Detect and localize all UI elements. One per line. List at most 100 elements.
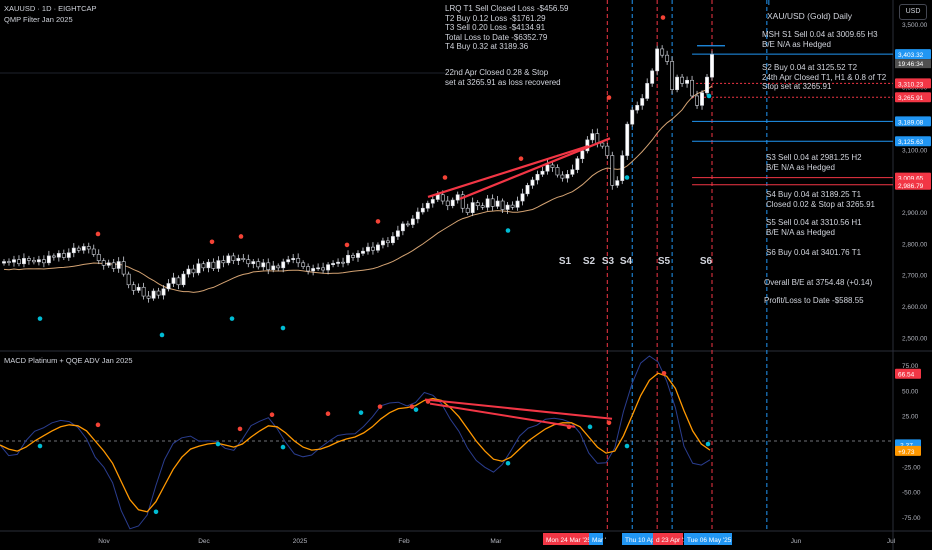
price-tick-label: 2,500.00	[902, 335, 928, 342]
macd-sell-dot	[237, 426, 243, 432]
note-line: LRQ T1 Sell Closed Loss -$456.59	[445, 4, 569, 13]
candle-body	[286, 259, 291, 263]
candle-body	[535, 174, 540, 181]
currency-button[interactable]: USD	[899, 4, 927, 20]
price-label-text: 3,265.91	[898, 95, 924, 102]
note-line: T2 Buy 0.12 Loss -$1761.29	[445, 13, 546, 23]
macd-buy-dot	[624, 443, 630, 449]
price-tick-label: 2,900.00	[902, 210, 928, 217]
note-s1: MSH S1 Sell 0.04 at 3009.65 H3 B/E N/A a…	[762, 30, 878, 49]
candle-body	[530, 179, 535, 186]
candle-body	[2, 261, 6, 264]
date-label-text: Mar '	[592, 537, 606, 544]
candle-body	[41, 259, 46, 264]
candle-body	[316, 267, 321, 270]
candle-body	[7, 261, 11, 263]
candle-body	[17, 259, 21, 265]
note-line: Profit/Loss to Date -$588.55	[764, 296, 864, 305]
price-tick-label: 2,600.00	[902, 304, 928, 311]
signal-label: S2	[583, 256, 596, 267]
candle-body	[81, 246, 86, 251]
candle-body	[485, 198, 490, 208]
candle-body	[246, 259, 251, 265]
time-tick-label: Dec	[198, 538, 210, 545]
candle-body	[231, 255, 236, 261]
candle-body	[385, 240, 390, 244]
macd-sell-dot	[95, 422, 101, 428]
candle-body	[425, 202, 430, 209]
buy-signal-dot	[280, 325, 286, 331]
date-label-box	[589, 533, 603, 545]
candle-body	[430, 199, 435, 204]
candle-body	[186, 268, 191, 275]
date-label-box	[622, 533, 654, 545]
candle-body	[455, 194, 460, 201]
candle-body	[321, 267, 326, 271]
candle-body	[266, 262, 271, 271]
candle-body	[331, 263, 335, 265]
buy-signal-dot	[37, 316, 43, 321]
macd-sell-dot	[661, 370, 667, 376]
candle-body	[271, 265, 276, 271]
price-label-text: 2,986.79	[898, 183, 924, 190]
candle-body	[710, 54, 714, 78]
price-label-box	[895, 179, 931, 190]
candle-body	[176, 277, 181, 286]
candle-body	[470, 202, 475, 213]
candle-body	[495, 200, 500, 207]
signal-label: S6	[700, 256, 713, 267]
note-line: Overall B/E at 3754.48 (+0.14)	[764, 278, 873, 287]
note-s3: S3 Sell 0.04 at 2981.25 H2 B/E N/A as He…	[766, 153, 862, 172]
note-line: 24th Apr Closed T1, H1 & 0.8 of T2	[762, 72, 887, 82]
note-line: S2 Buy 0.04 at 3125.52 T2	[762, 63, 858, 72]
countdown-label: 19:46:34	[898, 61, 924, 68]
candle-body	[136, 286, 141, 291]
note-overall: Overall B/E at 3754.48 (+0.14)	[764, 278, 872, 288]
macd-value-text: 66.54	[898, 372, 915, 379]
sell-signal-dot	[238, 234, 244, 239]
date-label-box	[684, 533, 732, 545]
candle-body	[61, 253, 66, 258]
note-line: set at 3265.91 as loss recovered	[445, 77, 561, 87]
candle-body	[106, 262, 111, 266]
candle-body	[575, 158, 580, 170]
macd-trend-line	[429, 402, 576, 428]
buy-signal-dot	[159, 332, 165, 338]
candle-body	[151, 290, 156, 299]
candle-body	[400, 223, 405, 232]
candle-body	[306, 266, 311, 272]
candle-body	[66, 252, 71, 258]
candle-body	[86, 246, 91, 250]
candle-body	[660, 48, 665, 56]
candle-body	[610, 155, 615, 186]
candle-body	[22, 258, 26, 265]
signal-label: S5	[658, 256, 671, 267]
candle-body	[520, 193, 525, 202]
candle-body	[301, 262, 306, 267]
note-line: MSH S1 Sell 0.04 at 3009.65 H3	[762, 30, 878, 39]
note-line: S5 Sell 0.04 at 3310.56 H1	[766, 218, 862, 227]
date-label-box	[653, 533, 683, 545]
macd-sell-dot	[325, 411, 331, 416]
candle-body	[645, 83, 650, 99]
time-tick-label: Nov	[98, 538, 110, 545]
note-s4: S4 Buy 0.04 at 3189.25 T1 Closed 0.02 & …	[766, 190, 875, 209]
candle-body	[131, 284, 136, 291]
candle-body	[166, 283, 171, 290]
time-tick-label: Jul	[887, 538, 896, 545]
candle-body	[560, 174, 565, 179]
macd-tick-label: -25.00	[902, 464, 921, 471]
candle-body	[405, 223, 410, 226]
candle-body	[31, 259, 36, 263]
candle-body	[590, 133, 595, 141]
macd-sell-dot	[606, 420, 612, 426]
time-tick-label: Feb	[398, 538, 410, 545]
candle-body	[395, 230, 400, 237]
macd-tick-label: -75.00	[902, 515, 921, 522]
candle-body	[635, 105, 640, 111]
price-tick-label: 2,700.00	[902, 273, 928, 280]
candle-body	[540, 170, 545, 175]
macd-buy-dot	[587, 424, 593, 430]
chart-subtitle: XAU/USD (Gold) Daily	[767, 11, 853, 21]
